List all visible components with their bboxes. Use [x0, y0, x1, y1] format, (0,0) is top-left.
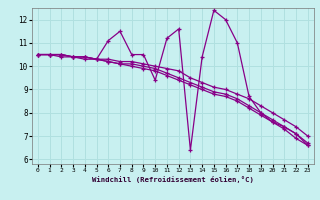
X-axis label: Windchill (Refroidissement éolien,°C): Windchill (Refroidissement éolien,°C) — [92, 176, 254, 183]
